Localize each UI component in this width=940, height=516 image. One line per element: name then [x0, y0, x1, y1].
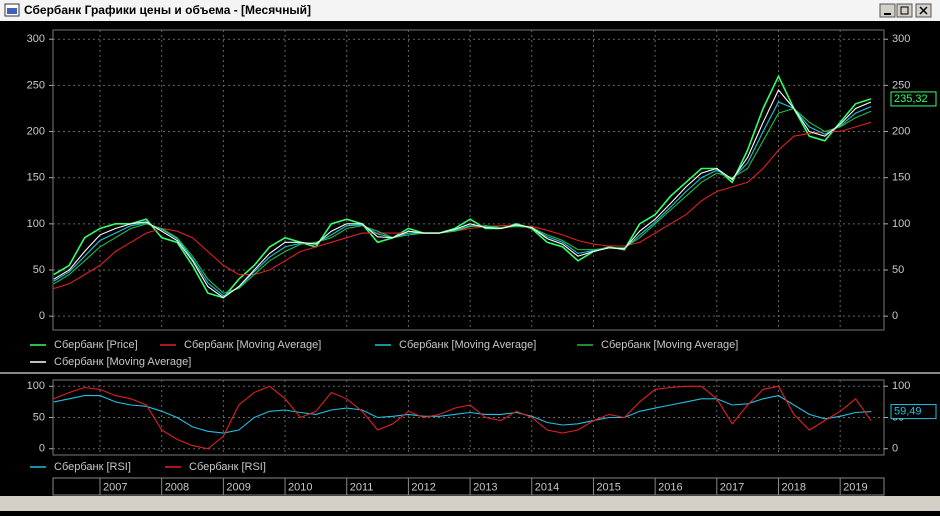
y-tick-label: 150 — [27, 172, 45, 184]
year-axis — [52, 477, 885, 496]
x-tick-label: 2016 — [658, 481, 682, 493]
plot-frame — [52, 29, 885, 331]
minimize-button[interactable] — [879, 3, 896, 18]
legend-label: Сбербанк [Moving Average] — [601, 339, 738, 351]
close-glyph — [919, 6, 928, 15]
y-tick-label-right: 50 — [892, 264, 904, 276]
status-strip — [0, 496, 940, 511]
y-tick-label: 300 — [27, 33, 45, 45]
y-tick-label-right: 0 — [892, 310, 898, 322]
window-controls — [879, 3, 932, 18]
maximize-button[interactable] — [896, 3, 913, 18]
y-tick-label-right: 200 — [892, 125, 910, 137]
y-tick-label: 50 — [33, 411, 45, 423]
x-tick-label: 2009 — [226, 481, 250, 493]
y-tick-label-right: 100 — [892, 380, 910, 392]
window-icon-inner — [7, 8, 17, 14]
y-tick-label: 0 — [39, 310, 45, 322]
last-value-box — [890, 404, 937, 420]
y-tick-label: 0 — [39, 443, 45, 455]
x-tick-label: 2010 — [288, 481, 312, 493]
series-line — [53, 74, 872, 299]
x-tick-label: 2012 — [411, 481, 435, 493]
series-line — [53, 385, 872, 450]
x-tick-label: 2017 — [720, 481, 744, 493]
y-tick-label-right: 100 — [892, 218, 910, 230]
x-tick-label: 2011 — [350, 481, 374, 493]
x-tick-label: 2018 — [781, 481, 805, 493]
window-title: Сбербанк Графики цены и объема - [Месячн… — [24, 3, 311, 17]
legend-label: Сбербанк [Moving Average] — [399, 339, 536, 351]
legend-label: Сбербанк [Price] — [54, 339, 138, 351]
y-tick-label-right: 0 — [892, 443, 898, 455]
legend-label: Сбербанк [RSI] — [189, 461, 266, 473]
y-tick-label: 100 — [27, 218, 45, 230]
last-value-label: 235,32 — [894, 93, 928, 105]
x-tick-label: 2013 — [473, 481, 497, 493]
legend-label: Сбербанк [Moving Average] — [54, 356, 191, 368]
last-value-box — [890, 91, 937, 107]
y-tick-label-right: 300 — [892, 33, 910, 45]
y-tick-label: 100 — [27, 380, 45, 392]
x-tick-label: 2007 — [103, 481, 127, 493]
legend-label: Сбербанк [Moving Average] — [184, 339, 321, 351]
y-tick-label: 50 — [33, 264, 45, 276]
maximize-glyph — [900, 6, 909, 15]
legend-label: Сбербанк [RSI] — [54, 461, 131, 473]
x-tick-label: 2014 — [535, 481, 559, 493]
series-line — [53, 395, 872, 434]
last-value-label: 59,49 — [894, 405, 922, 417]
y-tick-label: 200 — [27, 125, 45, 137]
x-tick-label: 2008 — [165, 481, 189, 493]
y-tick-label-right: 250 — [892, 79, 910, 91]
y-tick-label: 250 — [27, 79, 45, 91]
series-line — [53, 121, 872, 290]
x-tick-label: 2015 — [596, 481, 620, 493]
title-bar — [0, 0, 940, 21]
y-tick-label-right: 150 — [892, 172, 910, 184]
x-tick-label: 2019 — [843, 481, 867, 493]
series-line — [53, 88, 872, 299]
